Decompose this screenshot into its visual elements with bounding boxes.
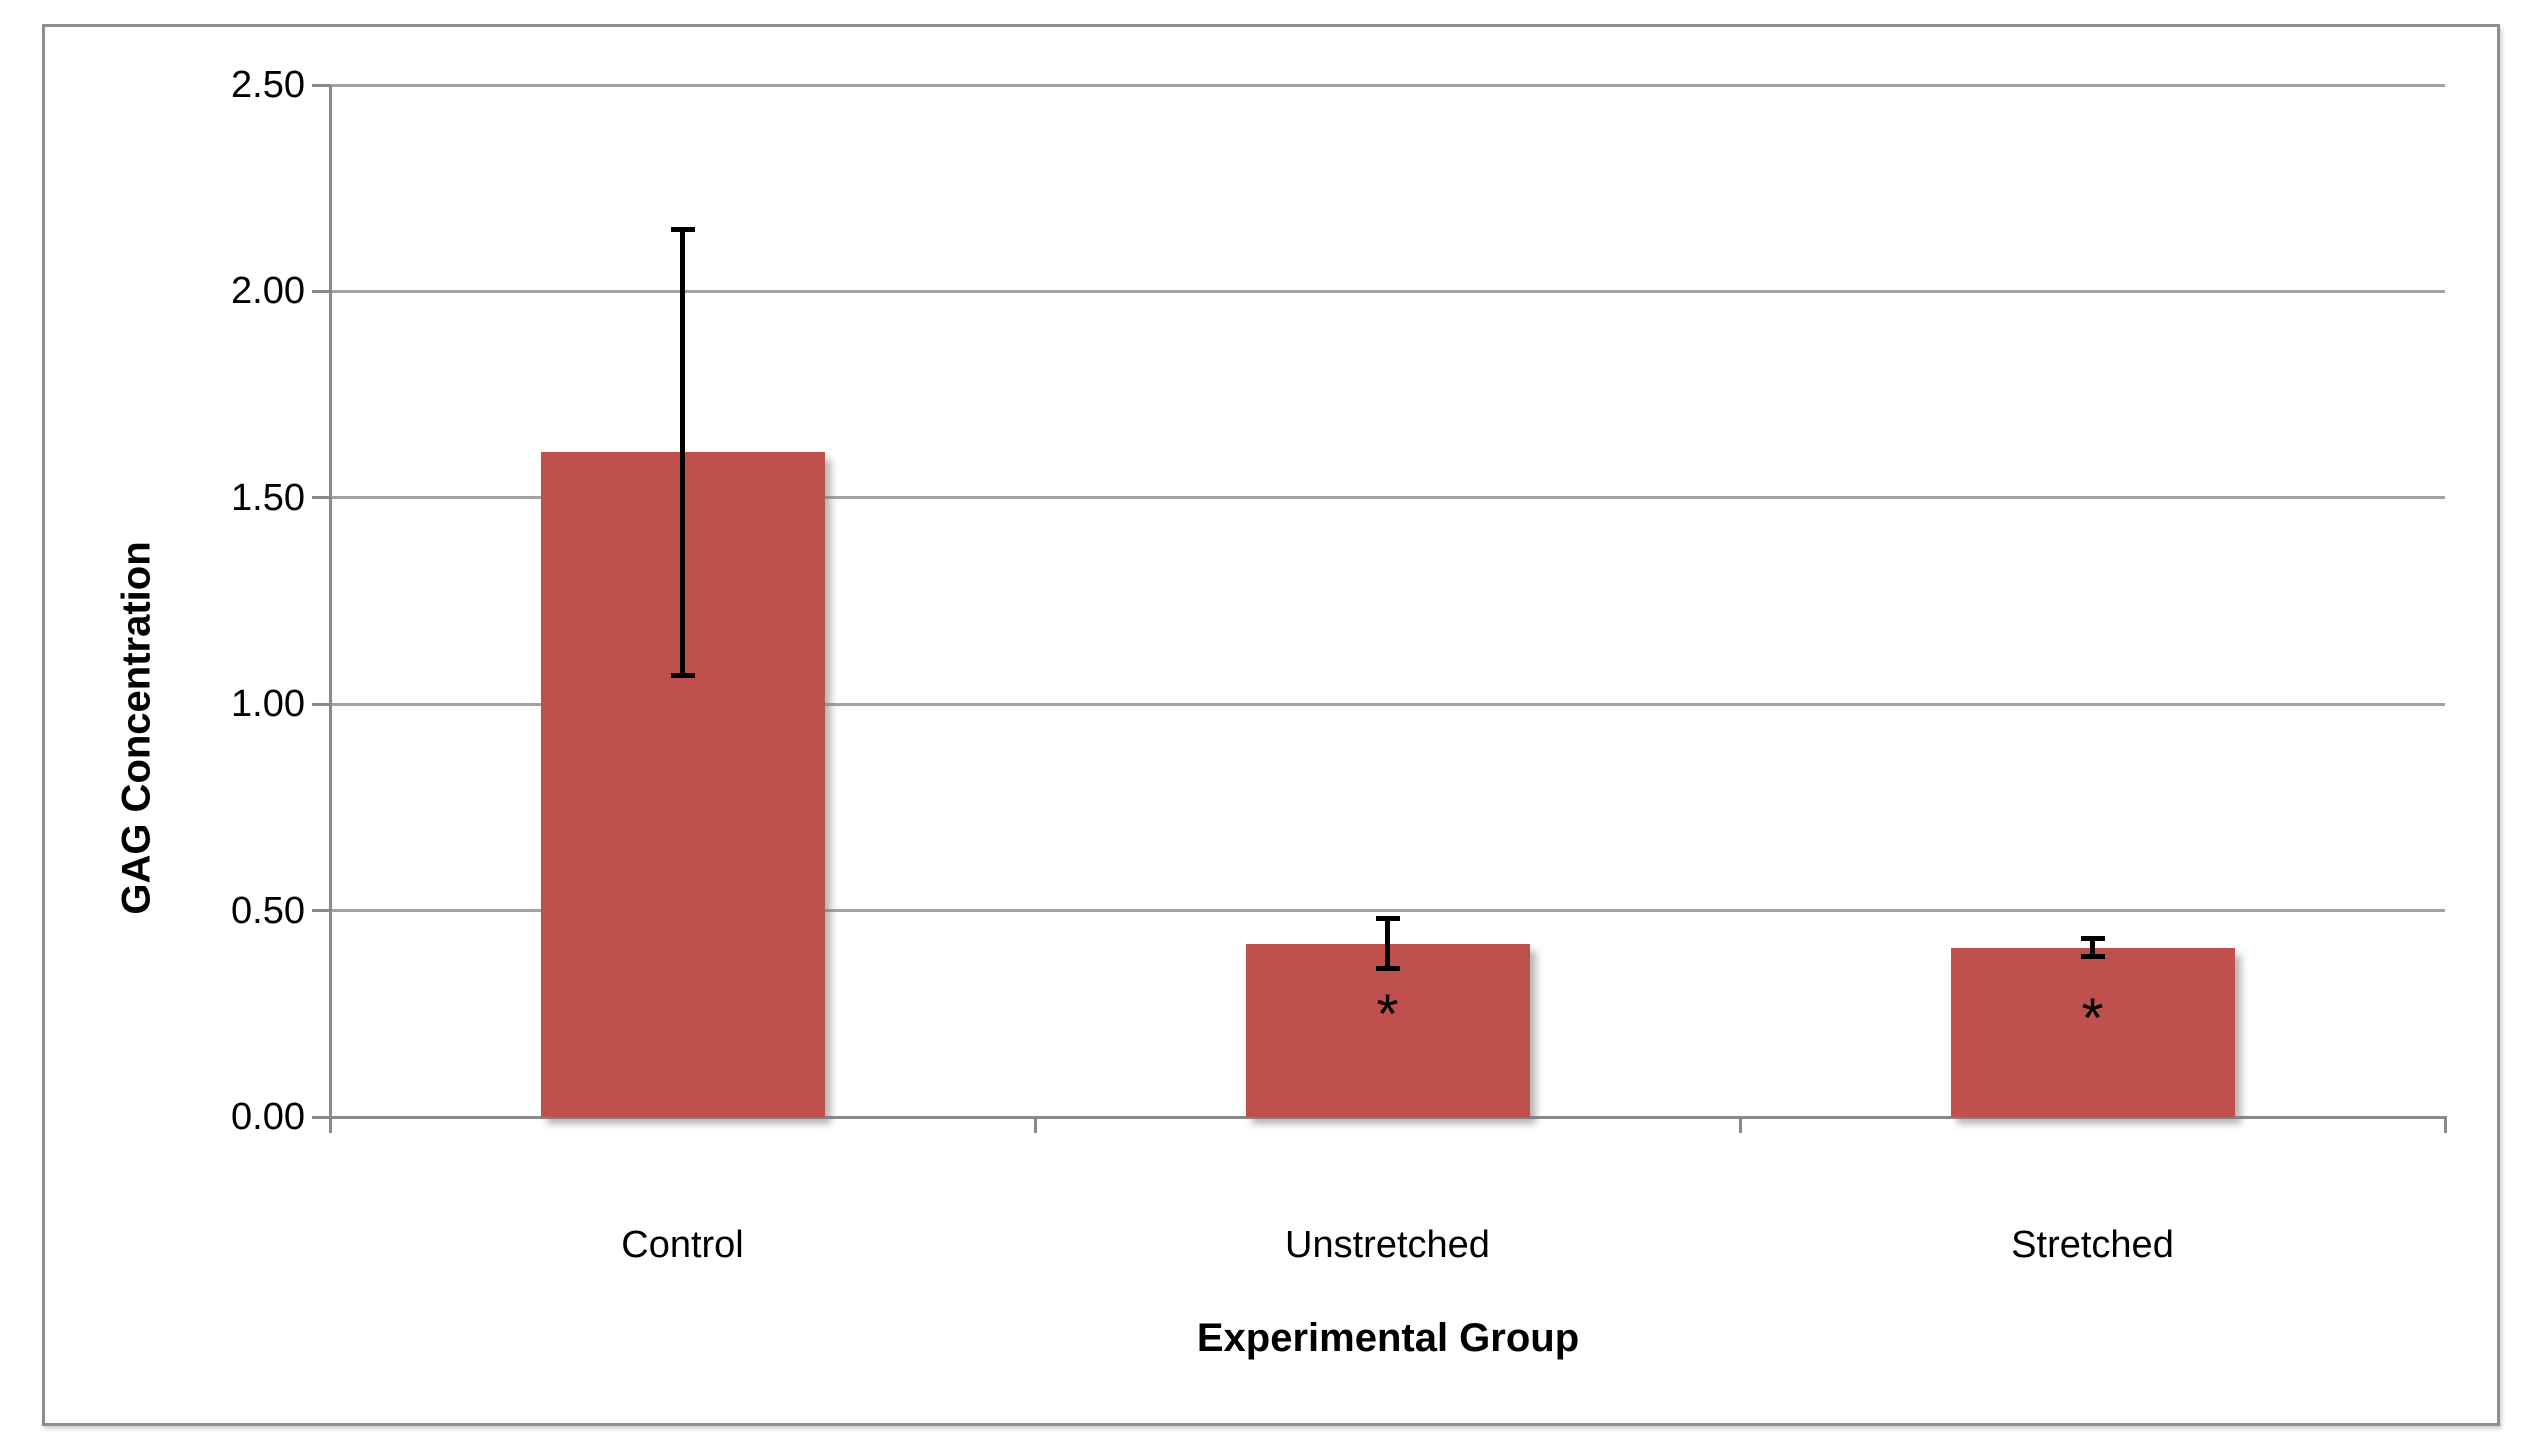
y-tick-mark <box>312 702 330 706</box>
error-bar-top-cap <box>2080 936 2105 942</box>
y-tick-label: 2.50 <box>231 64 305 106</box>
y-axis-line <box>328 85 332 1117</box>
y-tick-mark <box>312 289 330 293</box>
significance-asterisk: * <box>2081 985 2104 1049</box>
bar <box>1950 947 2235 1117</box>
error-bar <box>680 229 685 676</box>
error-bar-top-cap <box>1375 916 1400 922</box>
error-bar <box>1385 918 1390 969</box>
category-label: Control <box>621 1224 744 1266</box>
x-tick-mark <box>2443 1117 2447 1133</box>
category-label: Stretched <box>2011 1224 2174 1266</box>
gridline <box>330 83 2445 87</box>
y-tick-label: 1.50 <box>231 476 305 519</box>
error-bar-bottom-cap <box>1375 965 1400 971</box>
x-tick-mark <box>1033 1117 1037 1133</box>
y-tick-label: 1.00 <box>231 683 305 726</box>
gridline <box>330 702 2445 706</box>
error-bar <box>2090 938 2095 957</box>
x-tick-mark <box>1738 1117 1742 1133</box>
x-axis-line <box>328 1115 2447 1119</box>
y-tick-label: 2.00 <box>231 270 305 313</box>
error-bar-bottom-cap <box>670 672 695 678</box>
gridline <box>330 289 2445 293</box>
y-tick-mark <box>312 83 330 87</box>
y-tick-mark <box>312 496 330 500</box>
y-tick-mark <box>312 909 330 913</box>
x-tick-mark <box>328 1117 332 1133</box>
significance-asterisk: * <box>1376 981 1399 1045</box>
bar <box>1245 943 1530 1117</box>
y-tick-label: 0.50 <box>231 889 305 932</box>
y-axis-title: GAG Concentration <box>114 541 159 915</box>
gridline <box>330 909 2445 913</box>
chart-frame <box>42 24 2500 1426</box>
y-tick-mark <box>312 1115 330 1119</box>
category-label: Unstretched <box>1285 1224 1490 1266</box>
gridline <box>330 496 2445 500</box>
y-tick-label: 0.00 <box>231 1096 305 1138</box>
x-axis-title: Experimental Group <box>1196 1316 1580 1360</box>
error-bar-top-cap <box>670 226 695 232</box>
error-bar-bottom-cap <box>2080 954 2105 960</box>
